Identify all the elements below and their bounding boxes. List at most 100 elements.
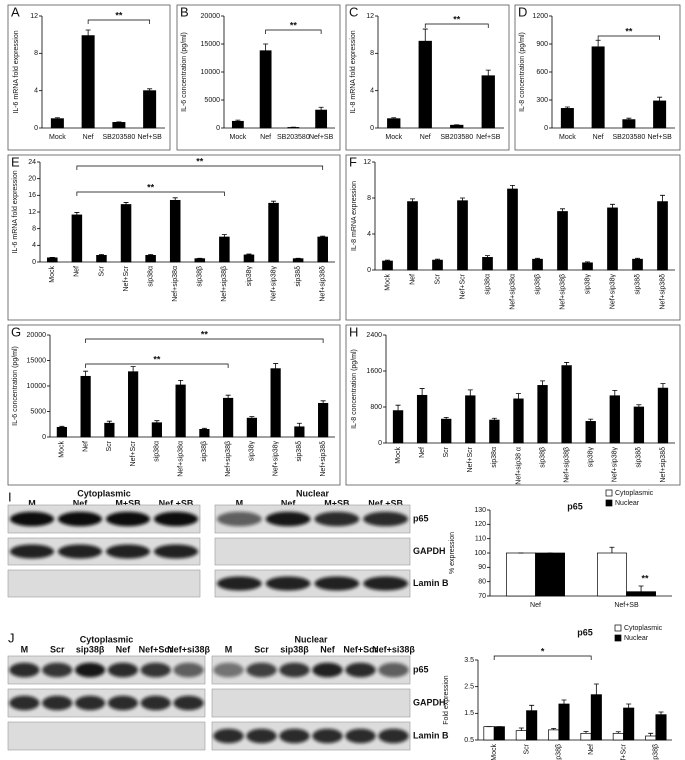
x-tick-label: sip38δ [634, 274, 641, 295]
blot-background [7, 655, 206, 685]
x-tick-label: Nef+sip38β [225, 441, 232, 477]
bar [243, 254, 255, 263]
y-axis-label: IL-6 mRNA fold expression [12, 170, 19, 253]
bar [145, 254, 156, 263]
x-tick-label: sip38γ [249, 441, 256, 462]
lane-label: Nef+si38β [372, 644, 415, 654]
y-tick-label: 0 [367, 267, 371, 274]
x-tick-label: sip38α [484, 274, 491, 295]
chart-title: p65 [567, 501, 583, 511]
x-tick-label: Nef [530, 602, 541, 609]
x-tick-label: Nef+sip38β [559, 274, 566, 310]
bar [607, 207, 618, 271]
bar [175, 384, 186, 438]
error-bar [172, 197, 178, 201]
blot-band [173, 662, 204, 678]
bar [622, 119, 636, 129]
panel-letter: A [11, 4, 20, 19]
lane-label: sip38β [76, 644, 105, 654]
lane-label: M [236, 498, 244, 508]
y-tick-label: 0.5 [464, 737, 474, 744]
x-tick-label: Mock [59, 441, 66, 458]
chart-title: p65 [577, 627, 593, 637]
error-bar [59, 425, 65, 428]
significance-label: ** [147, 182, 155, 192]
significance-label: ** [196, 156, 204, 166]
protein-label: Lamin B [413, 578, 449, 588]
bar [81, 35, 95, 129]
x-tick-label: Nef+sip38α [172, 266, 179, 302]
bar [418, 40, 432, 129]
y-tick-label: 4 [32, 242, 36, 249]
x-tick-label: Nef+SB [614, 602, 639, 609]
x-tick-label: Nef [74, 266, 81, 277]
x-tick-label: Nef [593, 134, 604, 141]
y-tick-label: 12 [28, 209, 36, 216]
y-tick-label: 300 [536, 97, 548, 104]
x-tick-label: Mock [559, 134, 576, 141]
x-tick-label: SB203580 [440, 134, 473, 141]
bar [270, 368, 281, 438]
y-tick-label: 90 [478, 564, 486, 571]
x-tick-label: Nef+Scr [130, 440, 137, 466]
x-tick-label: Nef+Scr [123, 265, 130, 291]
lane-label: Nef [73, 498, 89, 508]
panel-letter: J [8, 630, 15, 645]
bar [483, 726, 495, 741]
x-tick-label: Nef+sip38β [221, 266, 228, 302]
bar [246, 417, 257, 438]
y-axis-label: IL-6 mRNA fold expression [13, 30, 20, 113]
bar [532, 258, 543, 271]
x-tick-label: Nef+sip38α [177, 441, 184, 477]
lane-label: sip38β [280, 644, 309, 654]
y-tick-label: 120 [474, 521, 486, 528]
x-tick-label: sip38γ [588, 447, 595, 468]
y-tick-label: 24 [28, 159, 36, 166]
panel-frame [176, 4, 341, 151]
bar [506, 552, 536, 597]
error-bar [154, 420, 160, 423]
blot-band [107, 695, 139, 711]
bar [317, 236, 328, 263]
panel-frame [514, 4, 681, 151]
y-tick-label: 4 [34, 88, 38, 95]
error-bar [98, 254, 104, 256]
error-bar [318, 106, 324, 111]
panel-letter: F [349, 154, 357, 169]
y-tick-label: 1600 [366, 368, 382, 375]
blot-band [265, 576, 311, 591]
bar [580, 732, 592, 741]
error-bar [106, 420, 112, 424]
x-tick-label: sip38α [491, 447, 498, 468]
error-bar [491, 417, 497, 421]
y-tick-label: 0 [34, 125, 38, 132]
y-tick-label: 20 [28, 176, 36, 183]
lane-label: Nef [116, 644, 132, 654]
x-tick-label: SB203580 [613, 134, 646, 141]
x-tick-label: Mock [395, 447, 402, 464]
bar [585, 421, 596, 444]
bar [590, 694, 602, 741]
x-tick-label: Nef+SB [309, 134, 334, 141]
error-bar [271, 200, 277, 204]
y-axis-label: IL-8 concentration (pg/ml) [351, 349, 358, 429]
bar [633, 406, 645, 444]
error-bar [395, 404, 401, 411]
y-tick-label: 100 [474, 550, 486, 557]
y-tick-label: 4 [370, 88, 374, 95]
x-tick-label: sip38β [201, 441, 208, 462]
error-bar [74, 212, 80, 215]
legend-swatch [605, 489, 613, 497]
x-tick-label: sip38γ [246, 266, 253, 287]
blot-title: Cytoplasmic [77, 488, 131, 498]
x-tick-label: Mock [49, 134, 66, 141]
x-tick-label: Nef+sip38δ [320, 441, 327, 477]
error-bar [147, 88, 153, 91]
error-bar [510, 185, 515, 189]
bar [199, 429, 210, 438]
error-bar [583, 731, 589, 734]
blot-band [213, 728, 244, 744]
y-tick-label: 1200 [532, 13, 548, 20]
significance-bracket [493, 655, 592, 660]
error-bar [626, 703, 632, 708]
